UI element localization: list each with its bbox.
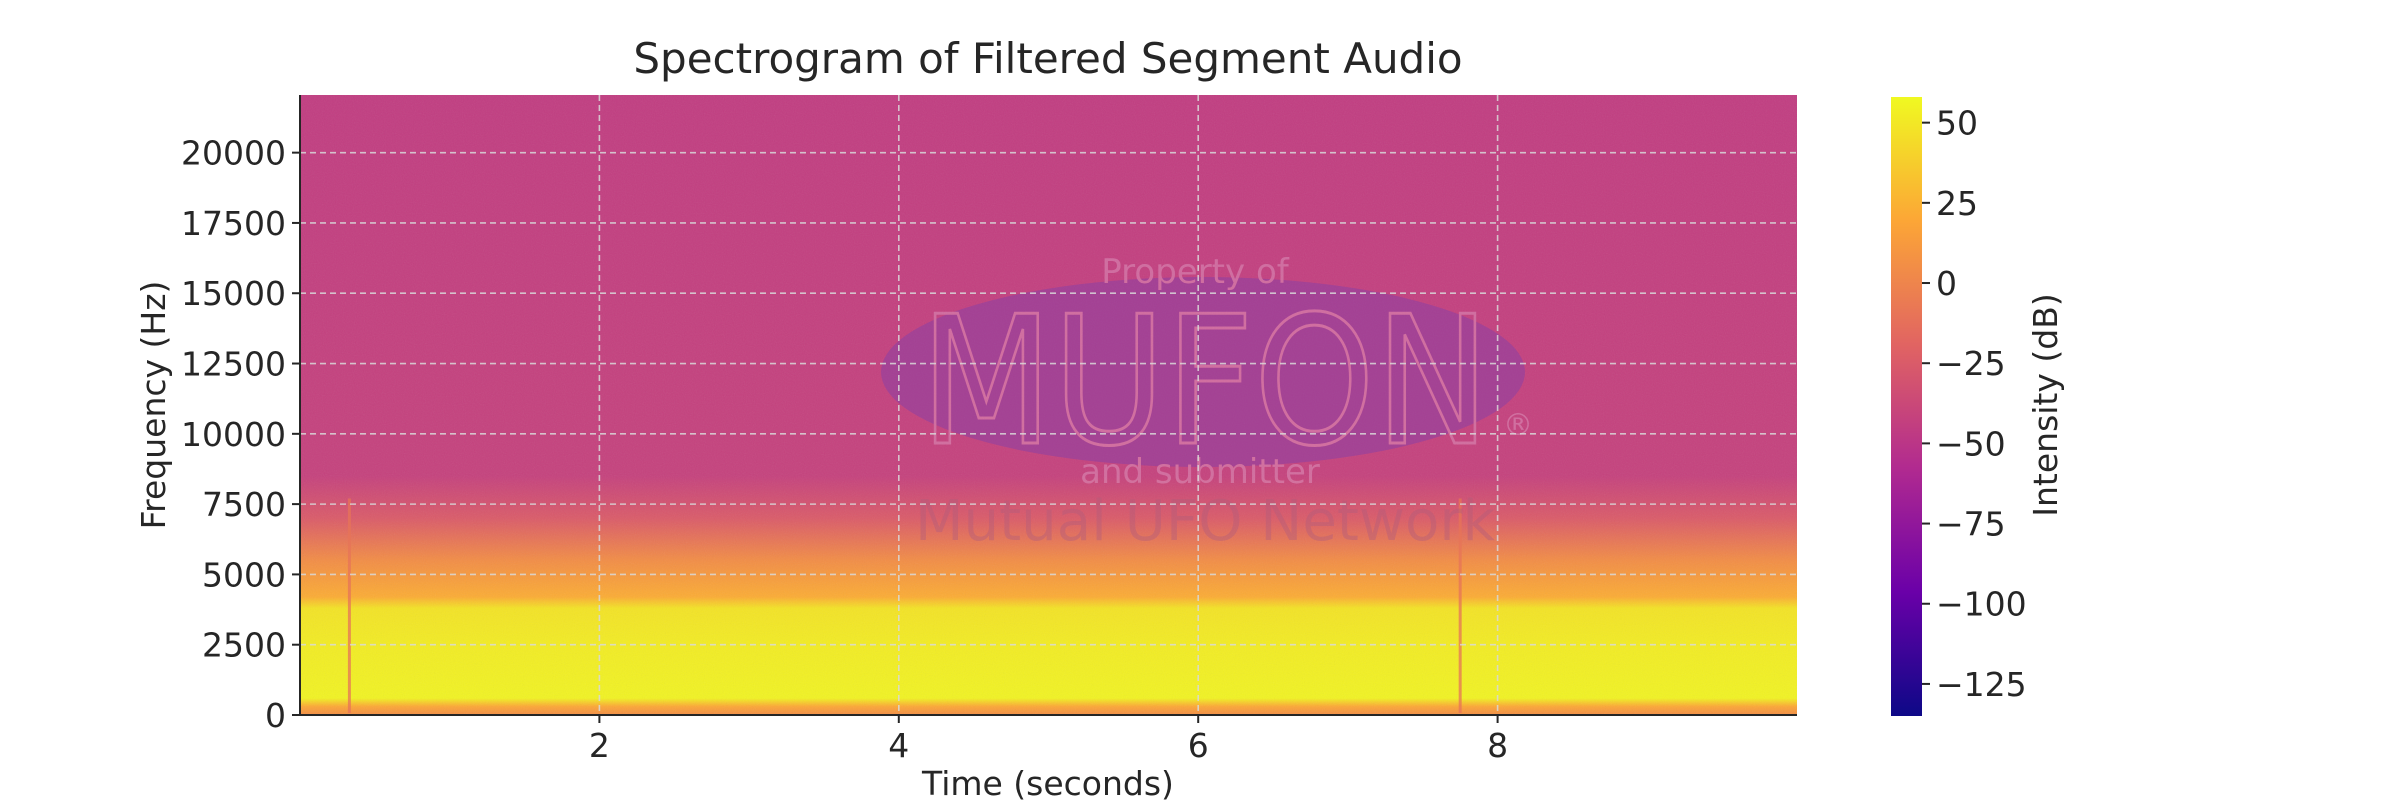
spectrogram-noise — [300, 95, 1797, 715]
y-tick-label: 20000 — [181, 134, 286, 173]
y-ticks: 0 2500 5000 7500 10000 12500 15000 17500 20000 — [181, 134, 300, 735]
y-tick-label: 17500 — [181, 204, 286, 243]
chart-title: Spectrogram of Filtered Segment Audio — [633, 34, 1462, 83]
x-tick-label: 6 — [1188, 726, 1209, 765]
x-tick-label: 4 — [888, 726, 909, 765]
y-tick-label: 5000 — [202, 555, 286, 594]
colorbar-tick-label: 25 — [1936, 184, 1978, 223]
transients-layer — [347, 498, 1462, 713]
watermark: Property of MUFON ® and submitter Mutual… — [881, 252, 1533, 554]
y-tick-label: 12500 — [181, 345, 286, 384]
colorbar-tick-label: −25 — [1936, 344, 2006, 383]
x-ticks: 2 4 6 8 — [589, 715, 1508, 765]
y-axis-label: Frequency (Hz) — [134, 281, 173, 530]
colorbar-label: Intensity (dB) — [2026, 293, 2065, 516]
colorbar-tick-label: 0 — [1936, 264, 1957, 303]
watermark-line1: Property of — [1101, 252, 1289, 292]
y-tick-label: 15000 — [181, 274, 286, 313]
plot-area: Property of MUFON ® and submitter Mutual… — [300, 95, 1797, 715]
colorbar-tick-label: −75 — [1936, 505, 2006, 544]
watermark-logo-text: MUFON — [920, 278, 1490, 485]
colorbar-tick-label: 50 — [1936, 104, 1978, 143]
y-tick-label: 0 — [265, 696, 286, 735]
watermark-line4: Mutual UFO Network — [915, 489, 1496, 554]
colorbar-gradient — [1891, 97, 1922, 716]
x-axis-label: Time (seconds) — [921, 764, 1174, 800]
y-tick-label: 7500 — [202, 485, 286, 524]
colorbar-tick-label: −50 — [1936, 424, 2006, 463]
watermark-registered-mark: ® — [1503, 408, 1533, 443]
colorbar: 50 25 0 −25 −50 −75 −100 −125 Intensity (dB) — [1891, 97, 2065, 716]
grid-lines — [300, 95, 1797, 715]
watermark-ellipse — [881, 277, 1525, 467]
y-tick-label: 10000 — [181, 415, 286, 454]
colorbar-ticks: 50 25 0 −25 −50 −75 −100 −125 — [1922, 104, 2027, 704]
colorbar-tick-label: −125 — [1936, 665, 2027, 704]
x-tick-label: 2 — [589, 726, 610, 765]
colorbar-tick-label: −100 — [1936, 585, 2027, 624]
y-tick-label: 2500 — [202, 626, 286, 665]
watermark-line3: and submitter — [1080, 452, 1320, 492]
x-tick-label: 8 — [1487, 726, 1508, 765]
